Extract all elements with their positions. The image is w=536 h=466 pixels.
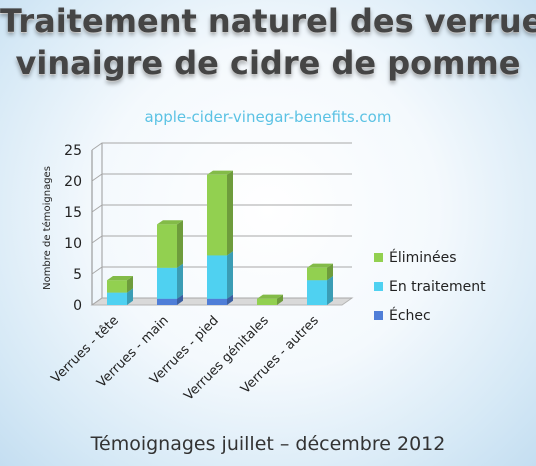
bar-1-2-front: [157, 224, 177, 268]
chart-legend: Éliminées En traitement Échec: [374, 243, 486, 330]
legend-label-eliminees: Éliminées: [389, 249, 457, 266]
bar-2-1-side: [227, 251, 233, 299]
bar-1-1-side: [177, 263, 183, 299]
bar-3-2-side: [277, 294, 283, 305]
bar-1-0-front: [157, 298, 177, 305]
gridline-15: [91, 204, 352, 213]
y-tick-label: 25: [64, 143, 82, 159]
bar-4-1-front: [307, 280, 327, 305]
title-line-2: vinaigre de cidre de pomme: [15, 44, 521, 82]
bar-2-0-front: [207, 298, 227, 305]
bar-1-0-side: [177, 294, 183, 305]
y-tick-label: 0: [73, 298, 82, 314]
bar-3-2-top: [257, 294, 283, 299]
bar-0-1-side: [127, 288, 133, 305]
legend-label-echec: Échec: [389, 307, 431, 324]
legend-item-echec: Échec: [374, 301, 486, 330]
legend-swatch-eliminees: [374, 253, 383, 262]
bar-0-2-side: [127, 276, 133, 293]
y-tick-label: 15: [64, 205, 82, 221]
legend-swatch-en-traitement: [374, 282, 383, 291]
bar-0-2-front: [107, 280, 127, 293]
bar-4-2-side: [327, 263, 333, 281]
legend-item-eliminees: Éliminées: [374, 243, 486, 272]
legend-label-en-traitement: En traitement: [389, 278, 486, 295]
bar-2-1-front: [207, 255, 227, 299]
bar-4-2-front: [307, 267, 327, 281]
bar-3-2-front: [257, 298, 277, 305]
title-line-1: Traitement naturel des verrues: [0, 2, 536, 40]
y-tick-label: 5: [73, 267, 82, 283]
y-tick-label: 20: [64, 174, 82, 190]
bar-1-1-front: [157, 267, 177, 299]
bar-1-2-top: [157, 220, 183, 225]
gridline-25: [91, 142, 352, 151]
y-tick-label: 10: [64, 236, 82, 252]
bar-4-1-side: [327, 276, 333, 305]
gridline-20: [91, 173, 352, 182]
bar-1-2-side: [177, 220, 183, 268]
bar-2-2-top: [207, 170, 233, 175]
legend-item-en-traitement: En traitement: [374, 272, 486, 301]
footer-caption: Témoignages juillet – décembre 2012: [90, 433, 446, 455]
y-axis-title: Nombre de témoignages: [41, 166, 53, 290]
bar-2-0-side: [227, 294, 233, 305]
x-tick-label: Verrues génitales: [181, 313, 272, 404]
website-label: apple-cider-vinegar-benefits.com: [144, 108, 392, 126]
bar-0-1-front: [107, 292, 127, 305]
legend-swatch-echec: [374, 311, 383, 320]
gridline-10: [91, 235, 352, 244]
bar-2-2-front: [207, 174, 227, 256]
bar-2-2-side: [227, 170, 233, 256]
bar-4-2-top: [307, 263, 333, 268]
bar-0-2-top: [107, 276, 133, 281]
gridline-5: [91, 266, 352, 275]
